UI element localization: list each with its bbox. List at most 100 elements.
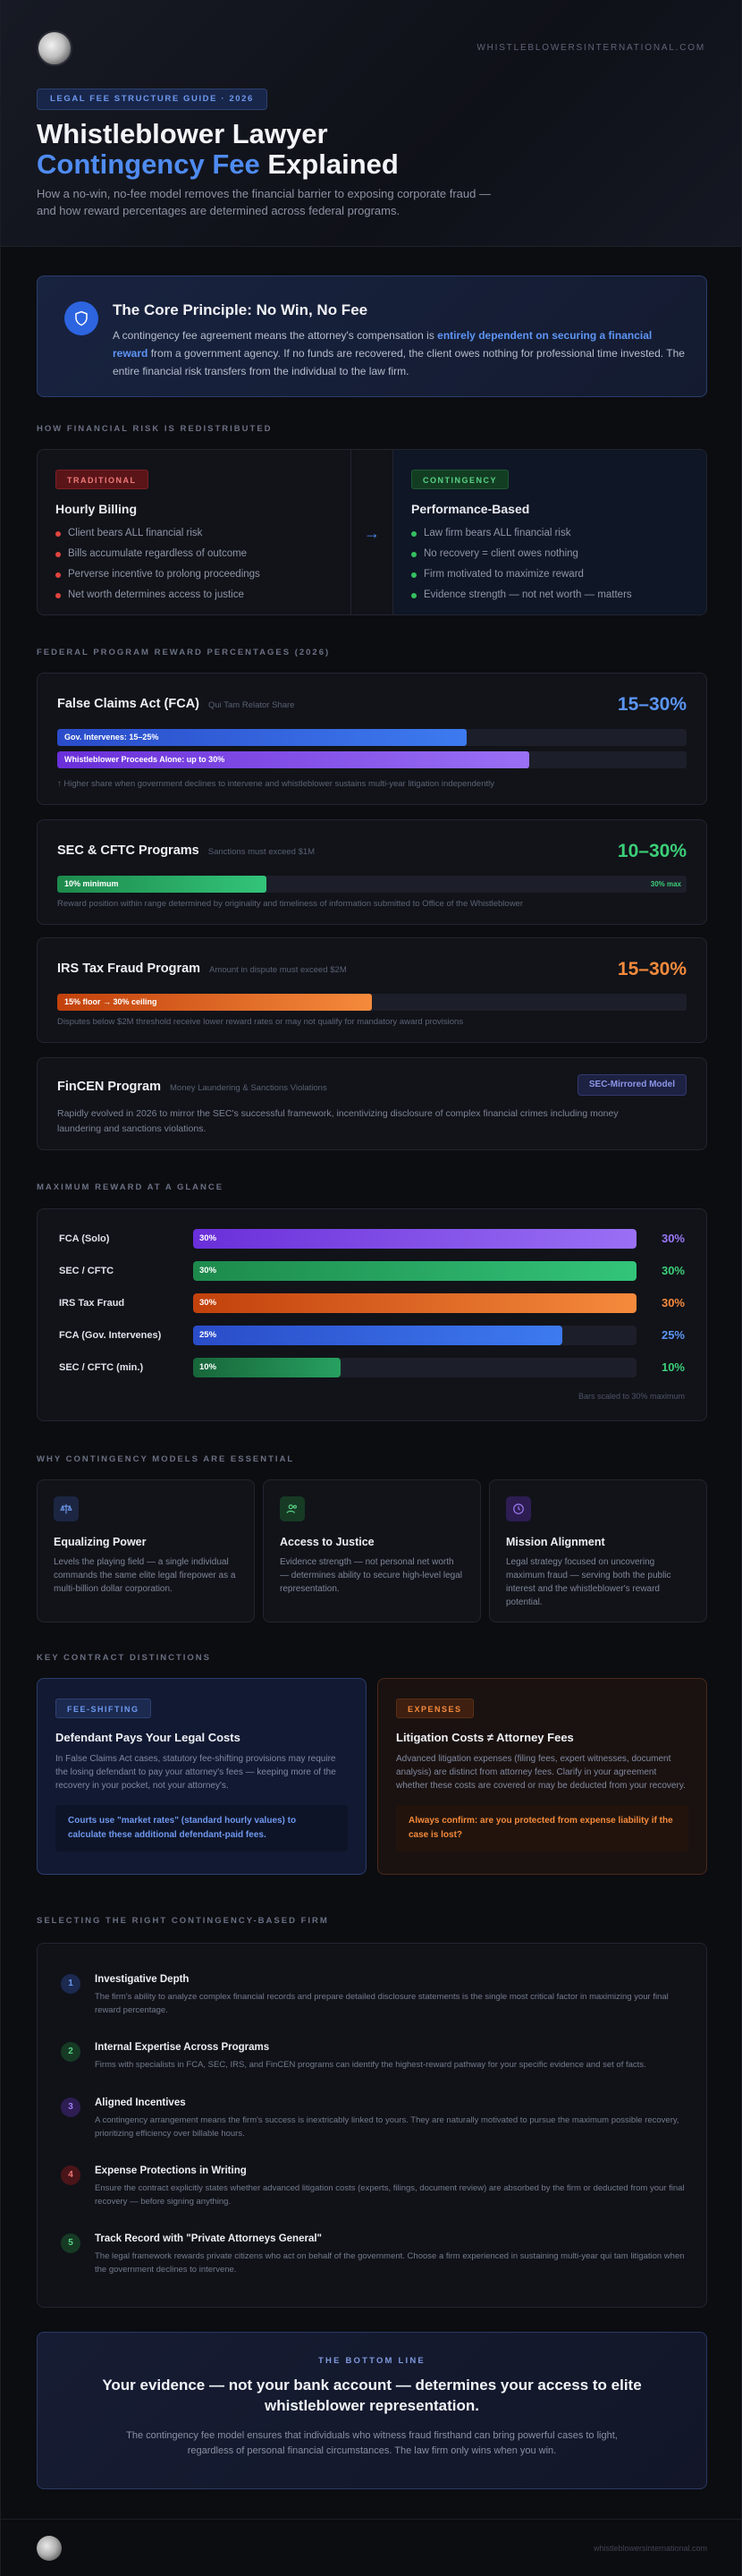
list-item: Perverse incentive to prolong proceeding… <box>55 564 333 585</box>
fincen-note: Money Laundering & Sanctions Violations <box>170 1083 327 1093</box>
list-item: No recovery = client owes nothing <box>411 544 690 564</box>
why-card-power: Equalizing Power Levels the playing fiel… <box>37 1479 255 1623</box>
step-text: The legal framework rewards private citi… <box>95 2251 685 2275</box>
irs-title: IRS Tax Fraud Program Amount in dispute m… <box>57 962 347 976</box>
glance-bar: 30% <box>193 1229 637 1249</box>
why-text: Legal strategy focused on uncovering max… <box>506 1557 671 1607</box>
header: WHISTLEBLOWERSINTERNATIONAL.COM LEGAL FE… <box>1 0 741 247</box>
irs-note: Amount in dispute must exceed $2M <box>209 965 347 975</box>
step-title: Track Record with "Private Attorneys Gen… <box>95 2233 322 2244</box>
contingency-panel: CONTINGENCY Performance-Based Law firm b… <box>393 450 706 614</box>
glance-value: 10% <box>661 1360 685 1374</box>
step-title: Investigative Depth <box>95 1974 190 1985</box>
glance-row-fca-gov: FCA (Gov. Intervenes) 25% 25% <box>59 1326 685 1345</box>
why-title: Equalizing Power <box>54 1536 147 1548</box>
contingency-list: Law firm bears ALL financial risk No rec… <box>411 523 690 606</box>
list-item: Firm motivated to maximize reward <box>411 564 690 585</box>
page-footer: whistleblowersinternational.com <box>1 2519 742 2576</box>
glance-value: 30% <box>661 1264 685 1277</box>
glance-track: 25% <box>193 1326 637 1345</box>
traditional-panel: TRADITIONAL Hourly Billing Client bears … <box>38 450 350 614</box>
expenses-card: EXPENSES Litigation Costs ≠ Attorney Fee… <box>377 1678 707 1875</box>
core-text-b: from a government agency. If no funds ar… <box>113 347 685 377</box>
glance-footnote: Bars scaled to 30% maximum <box>578 1392 685 1401</box>
step-number: 3 <box>61 2097 80 2117</box>
fee-shifting-pill: FEE-SHIFTING <box>55 1699 151 1718</box>
footer-logo[interactable] <box>37 2536 62 2561</box>
bottom-line-label: THE BOTTOM LINE <box>318 2356 426 2366</box>
sec-title: SEC & CFTC Programs Sanctions must exceed… <box>57 843 315 858</box>
fincen-badge: SEC-Mirrored Model <box>577 1074 687 1096</box>
site-url[interactable]: WHISTLEBLOWERSINTERNATIONAL.COM <box>476 43 705 53</box>
glance-value: 30% <box>661 1296 685 1309</box>
sec-percentage: 10–30% <box>617 841 687 861</box>
fincen-title: FinCEN Program Money Laundering & Sanctio… <box>57 1080 327 1094</box>
section-label-programs: FEDERAL PROGRAM REWARD PERCENTAGES (2026… <box>37 648 331 657</box>
program-card-irs: IRS Tax Fraud Program Amount in dispute m… <box>37 937 707 1043</box>
why-card-access: Access to Justice Evidence strength — no… <box>263 1479 481 1623</box>
fca-title: False Claims Act (FCA) Qui Tam Relator Sh… <box>57 697 294 711</box>
step-title: Internal Expertise Across Programs <box>95 2042 270 2053</box>
sec-footnote: Reward position within range determined … <box>57 899 523 909</box>
core-title: The Core Principle: No Win, No Fee <box>113 301 368 318</box>
irs-title-text: IRS Tax Fraud Program <box>57 962 201 976</box>
why-card-mission: Mission Alignment Legal strategy focused… <box>489 1479 707 1623</box>
step-text: The firm's ability to analyze complex fi… <box>95 1992 669 2015</box>
irs-footnote: Disputes below $2M threshold receive low… <box>57 1017 464 1027</box>
glance-value: 30% <box>661 1232 685 1245</box>
list-item: Net worth determines access to justice <box>55 585 333 606</box>
list-item: Law firm bears ALL financial risk <box>411 523 690 544</box>
footer-site-url[interactable]: whistleblowersinternational.com <box>593 2544 707 2553</box>
fincen-title-text: FinCEN Program <box>57 1080 162 1094</box>
list-item: Evidence strength — not net worth — matt… <box>411 585 690 606</box>
step-text: Firms with specialists in FCA, SEC, IRS,… <box>95 2060 646 2070</box>
traditional-list: Client bears ALL financial risk Bills ac… <box>55 523 333 606</box>
traditional-title: Hourly Billing <box>55 502 137 516</box>
glance-value: 25% <box>661 1328 685 1342</box>
contingency-title: Performance-Based <box>411 502 530 516</box>
bottom-line-headline: Your evidence — not your bank account — … <box>102 2377 642 2414</box>
people-icon <box>280 1496 305 1521</box>
expenses-callout: Always confirm: are you protected from e… <box>396 1805 688 1852</box>
glance-track: 30% <box>193 1229 637 1249</box>
glance-row-sec: SEC / CFTC 30% 30% <box>59 1261 685 1281</box>
glance-bar: 10% <box>193 1358 341 1377</box>
program-card-fincen: FinCEN Program Money Laundering & Sanctio… <box>37 1057 707 1150</box>
irs-bar-track: 15% floor → 30% ceiling <box>57 994 687 1011</box>
why-title: Mission Alignment <box>506 1536 605 1548</box>
title-highlight: Contingency Fee <box>37 148 260 180</box>
title-line-2: Contingency Fee Explained <box>37 149 399 180</box>
glance-row-name: SEC / CFTC (min.) <box>59 1362 144 1373</box>
expenses-text: Advanced litigation expenses (filing fee… <box>396 1754 686 1791</box>
traditional-pill: TRADITIONAL <box>55 470 148 489</box>
step-text: A contingency arrangement means the firm… <box>95 2115 679 2139</box>
selection-steps: 1 Investigative Depth The firm's ability… <box>37 1943 707 2308</box>
core-text-a: A contingency fee agreement means the at… <box>113 329 438 342</box>
glance-row-name: FCA (Gov. Intervenes) <box>59 1330 162 1341</box>
step-number: 5 <box>61 2233 80 2253</box>
glance-bar: 30% <box>193 1293 637 1313</box>
section-label-select: SELECTING THE RIGHT CONTINGENCY-BASED FI… <box>37 1916 329 1926</box>
core-principle-card: The Core Principle: No Win, No Fee A con… <box>37 275 707 397</box>
glance-row-irs: IRS Tax Fraud 30% 30% <box>59 1293 685 1313</box>
step-text: Ensure the contract explicitly states wh… <box>95 2183 685 2207</box>
bottom-line-card: THE BOTTOM LINE Your evidence — not your… <box>37 2332 707 2489</box>
site-logo[interactable] <box>37 30 72 66</box>
fca-note: Qui Tam Relator Share <box>208 700 295 710</box>
section-label-why: WHY CONTINGENCY MODELS ARE ESSENTIAL <box>37 1454 295 1464</box>
glance-track: 30% <box>193 1293 637 1313</box>
step-title: Expense Protections in Writing <box>95 2165 247 2176</box>
fca-bar-intervene: Gov. Intervenes: 15–25% <box>57 729 467 746</box>
scale-icon <box>54 1496 79 1521</box>
program-card-sec: SEC & CFTC Programs Sanctions must exceed… <box>37 819 707 925</box>
glance-bar: 25% <box>193 1326 563 1345</box>
glance-track: 30% <box>193 1261 637 1281</box>
expenses-pill: EXPENSES <box>396 1699 474 1718</box>
fca-percentage: 15–30% <box>617 694 687 715</box>
irs-bar: 15% floor → 30% ceiling <box>57 994 372 1011</box>
fee-shifting-text: In False Claims Act cases, statutory fee… <box>55 1754 336 1791</box>
page-title: Whistleblower Lawyer Contingency Fee Exp… <box>37 119 399 180</box>
sec-bar-min: 10% minimum <box>57 876 267 893</box>
section-label-glance: MAXIMUM REWARD AT A GLANCE <box>37 1182 224 1192</box>
